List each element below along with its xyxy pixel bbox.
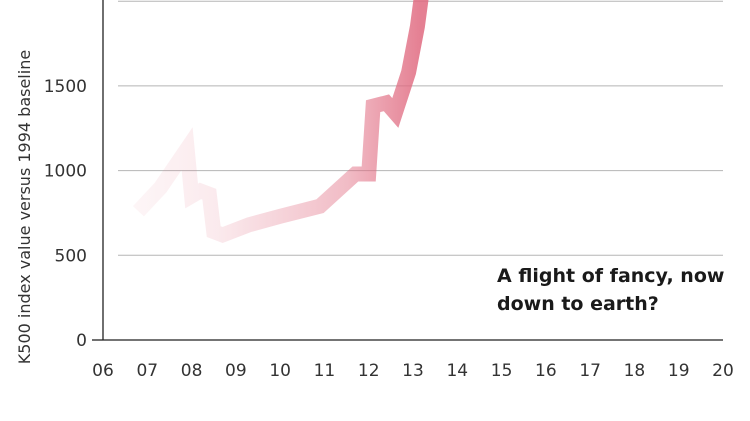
series-layer — [132, 0, 429, 244]
y-tick-label-500: 500 — [55, 246, 87, 266]
x-tick-label-16: 16 — [535, 361, 557, 381]
x-tick-label-12: 12 — [358, 361, 380, 381]
x-tick-label-18: 18 — [624, 361, 646, 381]
x-tick-label-14: 14 — [446, 361, 468, 381]
x-tick-label-13: 13 — [402, 361, 424, 381]
y-tick-labels: 0 500 1000 1500 — [44, 77, 87, 351]
x-tick-label-08: 08 — [181, 361, 203, 381]
y-tick-label-0: 0 — [76, 331, 87, 351]
y-tick-label-1500: 1500 — [44, 77, 87, 97]
y-tick-label-1000: 1000 — [44, 162, 87, 182]
annotation-line-2: down to earth? — [497, 293, 659, 315]
axes — [92, 0, 723, 341]
x-tick-label-17: 17 — [579, 361, 601, 381]
x-tick-label-19: 19 — [668, 361, 690, 381]
x-tick-label-10: 10 — [269, 361, 291, 381]
x-tick-label-20: 20 — [712, 361, 734, 381]
x-tick-labels: 06 07 08 09 10 11 12 13 14 15 16 17 18 19 20 — [92, 361, 734, 381]
x-tick-label-06: 06 — [92, 361, 114, 381]
series-line-1 — [132, 0, 429, 244]
annotation-line-1: A flight of fancy, now — [497, 265, 725, 287]
chart-annotation: A flight of fancy, now down to earth? — [497, 262, 747, 318]
x-tick-label-15: 15 — [491, 361, 513, 381]
x-tick-label-11: 11 — [314, 361, 336, 381]
x-tick-label-07: 07 — [136, 361, 158, 381]
y-axis-label: K500 index value versus 1994 baseline — [15, 50, 34, 364]
x-tick-label-09: 09 — [225, 361, 247, 381]
